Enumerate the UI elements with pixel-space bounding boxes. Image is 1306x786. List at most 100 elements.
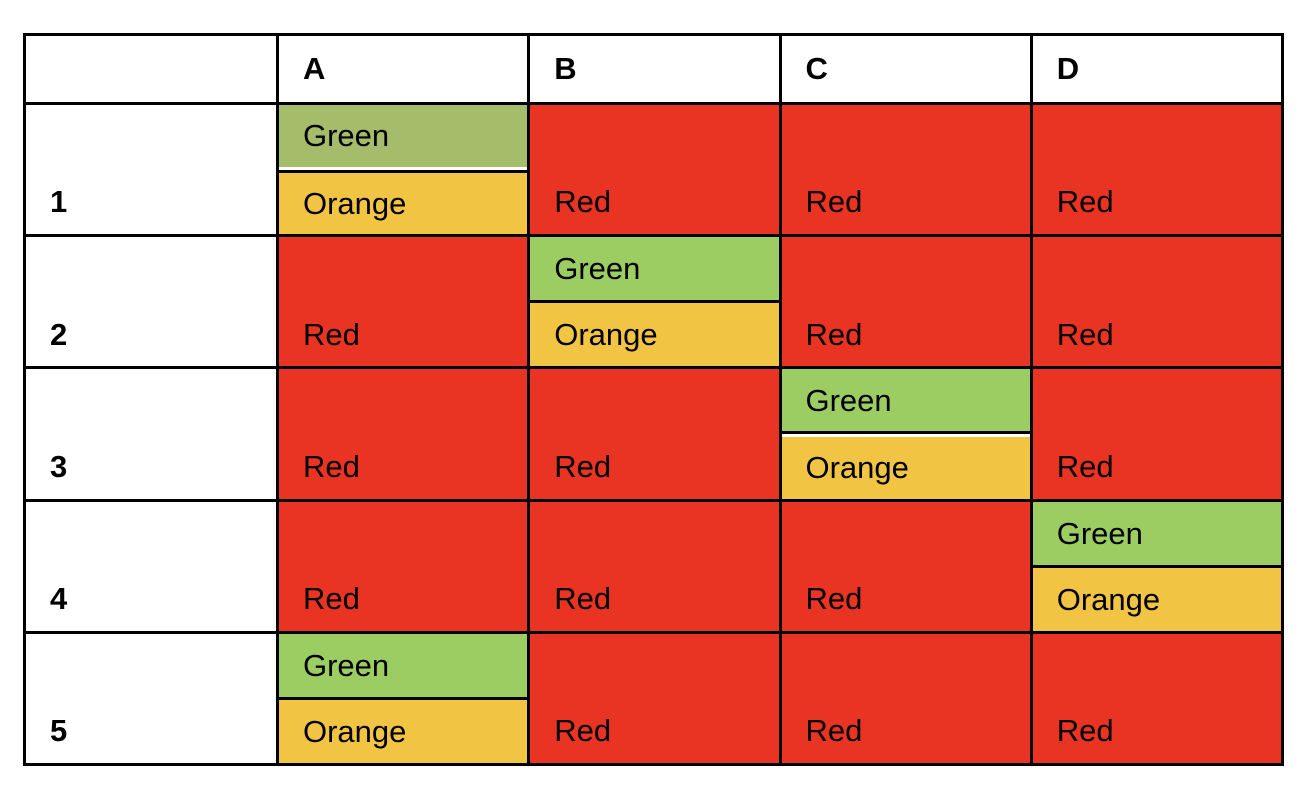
row-label: 3 bbox=[50, 448, 68, 484]
cell-top-area bbox=[1033, 105, 1281, 170]
cell-top-area bbox=[1033, 634, 1281, 699]
cell-text-area: Red bbox=[1033, 698, 1281, 763]
cell-text: Red bbox=[554, 448, 612, 484]
matrix-cell-a2: Red bbox=[279, 237, 528, 367]
cell-top-area bbox=[782, 105, 1030, 170]
matrix-cell-a5: Green Orange bbox=[279, 633, 528, 763]
cell-text-area: Red bbox=[1033, 434, 1281, 499]
matrix-cell-a1: Green Orange bbox=[279, 105, 528, 235]
split-top-green: Green bbox=[279, 105, 528, 167]
cell-text: Red bbox=[805, 713, 863, 749]
cell-text: Green bbox=[1056, 515, 1143, 551]
cell-top-area bbox=[530, 634, 778, 699]
header-cell-a: A bbox=[279, 36, 528, 102]
matrix-cell-c5: Red bbox=[781, 633, 1030, 763]
cell-top-area bbox=[782, 634, 1030, 699]
row-label-area: 3 bbox=[26, 434, 276, 499]
cell-top-area bbox=[279, 237, 527, 302]
cell-text: Orange bbox=[554, 317, 658, 353]
split-divider-line bbox=[530, 300, 779, 304]
matrix-cell-c1: Red bbox=[781, 105, 1030, 235]
cell-text-area: Red bbox=[782, 170, 1030, 235]
row-label: 5 bbox=[50, 713, 68, 749]
split-top-green: Green bbox=[530, 237, 779, 301]
matrix-cell-c2: Red bbox=[781, 237, 1030, 367]
cell-text-area: Red bbox=[782, 698, 1030, 763]
cell-text: Green bbox=[303, 118, 390, 154]
split-bottom-orange: Orange bbox=[530, 303, 779, 367]
cell-text: Red bbox=[805, 316, 863, 352]
cell-text-area: Red bbox=[530, 698, 778, 763]
row-label-area: 5 bbox=[26, 698, 276, 763]
row-label-spacer bbox=[26, 369, 276, 434]
matrix-cell-d3: Red bbox=[1032, 369, 1281, 499]
split-bottom-orange: Orange bbox=[1032, 567, 1281, 631]
matrix-cell-b4: Red bbox=[530, 501, 779, 631]
cell-text: Red bbox=[303, 448, 360, 484]
matrix-cell-c3: Green Orange bbox=[781, 369, 1030, 499]
header-cell-b: B bbox=[530, 36, 779, 102]
row-label-spacer bbox=[26, 237, 276, 302]
split-divider-line bbox=[279, 169, 528, 173]
cell-text: Orange bbox=[303, 185, 407, 221]
cell-text-area: Red bbox=[782, 302, 1030, 367]
corner-cell bbox=[26, 36, 276, 102]
cell-text: Red bbox=[1056, 713, 1114, 749]
matrix-cell-d5: Red bbox=[1032, 633, 1281, 763]
row-label-area: 4 bbox=[26, 566, 276, 631]
cell-text: Red bbox=[1056, 448, 1114, 484]
split-bottom-orange: Orange bbox=[781, 437, 1030, 499]
cell-top-area bbox=[530, 502, 778, 567]
header-cell-c: C bbox=[781, 36, 1030, 102]
cell-text: Red bbox=[554, 713, 612, 749]
matrix-cell-b5: Red bbox=[530, 633, 779, 763]
matrix-cell-b2: Green Orange bbox=[530, 237, 779, 367]
header-cell-d: D bbox=[1032, 36, 1281, 102]
cell-text: Green bbox=[805, 382, 892, 418]
matrix-cell-d1: Red bbox=[1032, 105, 1281, 235]
cell-text: Red bbox=[805, 581, 863, 616]
cell-text-area: Red bbox=[1033, 302, 1281, 367]
cell-text-area: Red bbox=[279, 434, 527, 499]
cell-top-area bbox=[782, 237, 1030, 302]
cell-top-area bbox=[1033, 369, 1281, 434]
row-label-spacer bbox=[26, 634, 276, 699]
cell-text-area: Red bbox=[530, 566, 778, 631]
split-bottom-orange: Orange bbox=[279, 699, 528, 763]
color-matrix-table: A B C D 1 Green Orange Red Red Red 2 Red Green Orange… bbox=[23, 33, 1284, 766]
cell-text: Green bbox=[303, 647, 390, 683]
matrix-cell-a4: Red bbox=[279, 501, 528, 631]
cell-text: Red bbox=[303, 316, 360, 352]
row-label-cell-2: 2 bbox=[26, 237, 276, 367]
cell-text: Red bbox=[554, 184, 612, 220]
white-gap bbox=[279, 166, 528, 170]
row-label-spacer bbox=[26, 105, 276, 170]
matrix-cell-b3: Red bbox=[530, 369, 779, 499]
cell-text-area: Red bbox=[530, 434, 778, 499]
row-label-cell-4: 4 bbox=[26, 501, 276, 631]
white-gap bbox=[781, 434, 1030, 437]
split-top-green: Green bbox=[1032, 501, 1281, 565]
cell-text: Red bbox=[805, 184, 863, 220]
row-label: 4 bbox=[50, 581, 68, 616]
cell-text: Red bbox=[554, 581, 612, 616]
matrix-cell-c4: Red bbox=[781, 501, 1030, 631]
split-divider-line bbox=[781, 431, 1030, 434]
cell-text: Orange bbox=[805, 450, 909, 486]
row-label-cell-3: 3 bbox=[26, 369, 276, 499]
cell-text-area: Red bbox=[1033, 170, 1281, 235]
row-label-cell-1: 1 bbox=[26, 105, 276, 235]
matrix-cell-a3: Red bbox=[279, 369, 528, 499]
row-label-area: 1 bbox=[26, 170, 276, 235]
cell-top-area bbox=[530, 105, 778, 170]
cell-top-area bbox=[279, 502, 527, 567]
cell-text: Orange bbox=[303, 713, 407, 749]
cell-text: Red bbox=[1056, 184, 1114, 220]
matrix-cell-d2: Red bbox=[1032, 237, 1281, 367]
split-divider-line bbox=[1032, 564, 1281, 568]
row-label-cell-5: 5 bbox=[26, 633, 276, 763]
split-bottom-orange: Orange bbox=[279, 172, 528, 235]
split-top-green: Green bbox=[279, 633, 528, 697]
cell-text: Orange bbox=[1056, 581, 1161, 617]
cell-top-area bbox=[782, 502, 1030, 567]
